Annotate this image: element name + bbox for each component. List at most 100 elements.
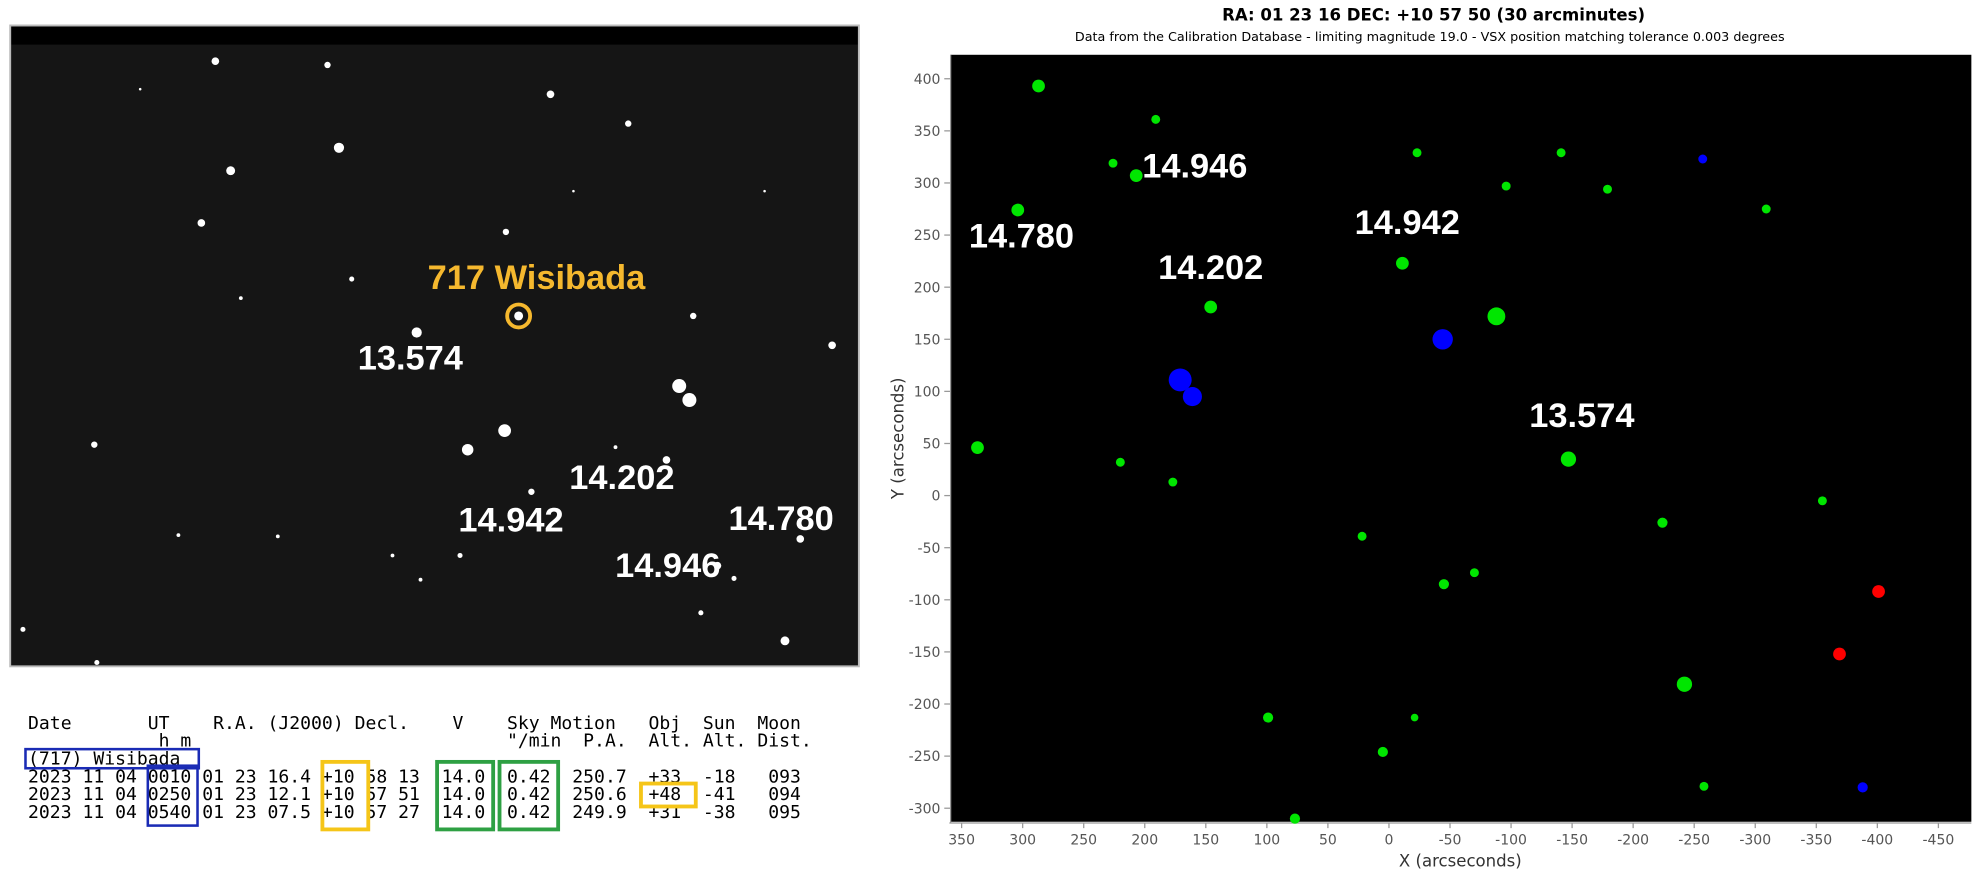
star xyxy=(731,575,737,581)
y-tick-label: 50 xyxy=(923,437,941,453)
star xyxy=(91,441,98,448)
star xyxy=(197,219,206,227)
magnitude-label: 14.942 xyxy=(458,501,563,539)
star xyxy=(94,659,100,666)
data-point xyxy=(1011,203,1025,217)
star xyxy=(546,90,555,99)
y-tick-label: 250 xyxy=(914,228,941,244)
x-tick-label: -150 xyxy=(1556,833,1588,849)
magnitude-label: 14.946 xyxy=(615,547,720,585)
star xyxy=(662,456,671,464)
image-band xyxy=(11,26,858,45)
data-point xyxy=(1699,781,1709,791)
annotation: 14.946 xyxy=(1142,148,1247,186)
annotation: 14.202 xyxy=(1158,249,1263,287)
highlight-box xyxy=(435,759,496,832)
data-point xyxy=(1603,184,1612,194)
star xyxy=(502,228,510,236)
data-point xyxy=(1357,531,1367,541)
y-tick-label: 100 xyxy=(914,384,941,400)
data-point xyxy=(1556,148,1566,158)
data-point xyxy=(1833,647,1846,661)
plot-area xyxy=(950,54,1972,822)
data-point xyxy=(1872,585,1885,598)
star xyxy=(713,561,722,570)
star xyxy=(682,393,697,408)
data-point xyxy=(1857,782,1868,793)
x-tick-label: -50 xyxy=(1439,833,1462,849)
star xyxy=(411,327,422,338)
y-tick-label: 400 xyxy=(914,72,941,88)
data-point xyxy=(1412,148,1422,158)
x-tick-label: 300 xyxy=(1009,833,1036,849)
star xyxy=(461,444,474,456)
y-tick-label: -300 xyxy=(909,801,941,817)
x-tick-label: 350 xyxy=(948,833,975,849)
star xyxy=(690,312,697,320)
star xyxy=(498,424,511,437)
data-point xyxy=(1377,746,1388,758)
magnitude-label: 14.202 xyxy=(569,459,674,497)
star xyxy=(763,189,766,193)
annotation: 13.574 xyxy=(1529,397,1634,435)
star xyxy=(226,166,236,176)
stars xyxy=(20,57,836,666)
highlight-box xyxy=(320,759,371,832)
x-tick-label: 250 xyxy=(1070,833,1097,849)
star xyxy=(418,577,423,582)
y-tick-label: -200 xyxy=(909,697,941,713)
x-tick-label: -450 xyxy=(1922,833,1954,849)
data-point xyxy=(1698,154,1708,164)
magnitude-label: 14.780 xyxy=(729,500,834,538)
magnitude-label: 13.574 xyxy=(358,339,463,377)
table-row: 2023 11 04 0250 01 23 12.1 +10 57 51 14.… xyxy=(28,784,801,805)
y-tick-label: 200 xyxy=(914,280,941,296)
x-tick-label: 200 xyxy=(1131,833,1158,849)
annotation: 14.942 xyxy=(1355,204,1460,242)
data-point xyxy=(1168,477,1178,487)
x-axis-label: X (arcseconds) xyxy=(1399,851,1522,870)
data-point xyxy=(1289,813,1301,824)
data-point xyxy=(1410,713,1419,722)
y-axis-label: Y (arcseconds) xyxy=(888,377,907,500)
data-point xyxy=(1396,256,1409,270)
star xyxy=(333,142,345,153)
highlight-box xyxy=(24,747,201,770)
star xyxy=(238,296,243,301)
target-circle xyxy=(505,302,533,330)
star xyxy=(625,120,632,127)
x-tick-label: 100 xyxy=(1253,833,1280,849)
y-tick-label: 300 xyxy=(914,176,941,192)
table-row: 2023 11 04 0010 01 23 16.4 +10 58 13 14.… xyxy=(28,766,801,787)
sky-image xyxy=(9,24,860,668)
y-tick-label: 0 xyxy=(932,489,941,505)
table-header: h m "/min P.A. Alt. Alt. Dist. xyxy=(28,731,812,752)
data-point xyxy=(1501,181,1511,191)
star xyxy=(828,341,836,350)
data-point xyxy=(1108,158,1118,168)
data-point xyxy=(1657,517,1668,528)
chart: 350 300 250 200 150 100 50 0 -50 -100 -150 -200 -250… xyxy=(909,72,1955,849)
star xyxy=(275,534,280,539)
x-tick-label: 150 xyxy=(1192,833,1219,849)
x-tick-label: 0 xyxy=(1384,833,1393,849)
table-header: Date UT R.A. (J2000) Decl. V Sky Motion … xyxy=(28,713,801,734)
data-point xyxy=(1182,387,1202,407)
star xyxy=(20,626,26,632)
star xyxy=(698,610,704,616)
highlight-box xyxy=(497,759,561,832)
data-point xyxy=(1204,300,1218,314)
star xyxy=(349,276,355,282)
highlight-box xyxy=(146,764,199,827)
x-tick-label: -400 xyxy=(1861,833,1893,849)
data-point xyxy=(1487,307,1506,326)
data-point xyxy=(1676,676,1693,692)
x-tick-label: 50 xyxy=(1319,833,1337,849)
x-tick-label: -200 xyxy=(1617,833,1649,849)
data-point xyxy=(1151,114,1161,124)
data-point xyxy=(1432,329,1453,350)
data-point xyxy=(1129,169,1143,183)
